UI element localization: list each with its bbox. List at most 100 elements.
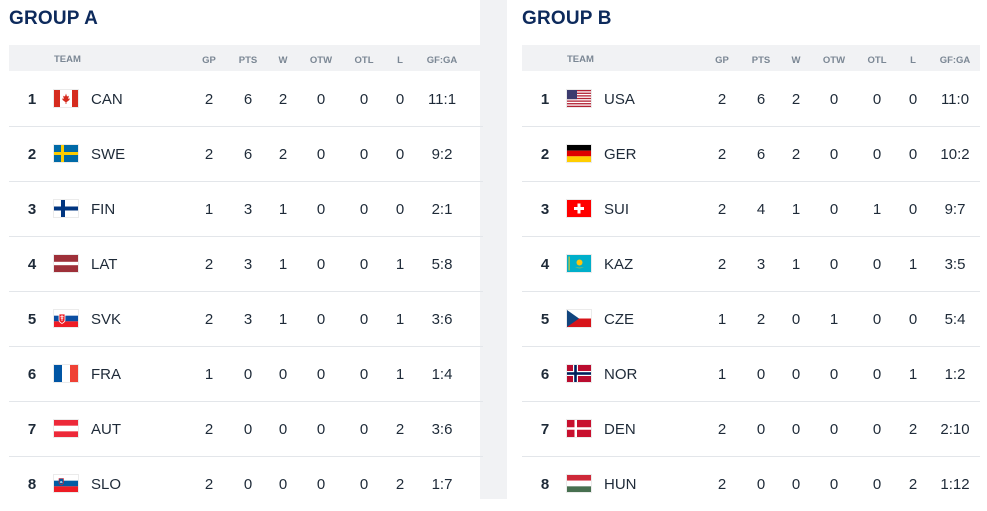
table-row[interactable]: 4 KAZ 2 3 1 0 0 1 3:5 — [522, 237, 980, 292]
norway-flag-icon — [567, 365, 591, 382]
cell-pts: 0 — [243, 476, 253, 493]
cell-gfga: 1:7 — [431, 476, 453, 493]
cell-otl: 0 — [872, 256, 882, 273]
group-b-title: GROUP B — [522, 8, 612, 29]
cell-otw: 0 — [316, 91, 326, 108]
team-code[interactable]: KAZ — [604, 256, 634, 273]
cell-pts: 3 — [243, 311, 253, 328]
cell-l: 0 — [908, 311, 918, 328]
table-row[interactable]: 8 HUN 2 0 0 0 0 2 1:12 — [522, 457, 980, 511]
team-code[interactable]: AUT — [91, 421, 121, 438]
cell-w: 2 — [791, 146, 801, 163]
header-gp: GP — [715, 55, 729, 66]
cell-otl: 0 — [872, 91, 882, 108]
switzerland-flag-icon — [567, 200, 591, 217]
cell-w: 1 — [278, 256, 288, 273]
slovakia-flag-icon — [54, 310, 78, 327]
cell-pts: 4 — [756, 201, 766, 218]
cell-l: 1 — [395, 311, 405, 328]
cell-w: 2 — [791, 91, 801, 108]
team-code[interactable]: CAN — [91, 91, 123, 108]
cell-otl: 0 — [872, 146, 882, 163]
germany-flag-icon — [567, 145, 591, 162]
table-row[interactable]: 2 SWE 2 6 2 0 0 0 9:2 — [9, 127, 483, 182]
table-row[interactable]: 8 SLO 2 0 0 0 0 2 1:7 — [9, 457, 483, 511]
cell-gp: 2 — [204, 476, 214, 493]
team-code[interactable]: FIN — [91, 201, 116, 218]
cell-l: 0 — [395, 146, 405, 163]
rank: 3 — [27, 201, 37, 218]
cell-otl: 0 — [359, 421, 369, 438]
cell-otl: 0 — [872, 366, 882, 383]
table-row[interactable]: 6 FRA 1 0 0 0 0 1 1:4 — [9, 347, 483, 402]
cell-gfga: 3:5 — [944, 256, 966, 273]
table-row[interactable]: 5 CZE 1 2 0 1 0 0 5:4 — [522, 292, 980, 347]
cell-otw: 0 — [316, 201, 326, 218]
cell-gp: 2 — [204, 91, 214, 108]
team-code[interactable]: FRA — [91, 366, 121, 383]
czechia-flag-icon — [567, 310, 591, 327]
team-code[interactable]: DEN — [604, 421, 636, 438]
cell-otw: 1 — [829, 311, 839, 328]
team-code[interactable]: SWE — [91, 146, 126, 163]
rank: 7 — [27, 421, 37, 438]
team-code[interactable]: HUN — [604, 476, 637, 493]
table-row[interactable]: 4 LAT 2 3 1 0 0 1 5:8 — [9, 237, 483, 292]
table-row[interactable]: 1 USA 2 6 2 0 0 0 11:0 — [522, 72, 980, 127]
group-divider — [480, 0, 507, 499]
group-a-table-header: TEAM GP PTS W OTW OTL L GF:GA — [9, 45, 483, 71]
cell-l: 2 — [395, 476, 405, 493]
team-code[interactable]: LAT — [91, 256, 118, 273]
cell-otw: 0 — [316, 256, 326, 273]
cell-w: 0 — [278, 421, 288, 438]
cell-otl: 0 — [359, 91, 369, 108]
cell-gfga: 11:1 — [427, 91, 457, 108]
cell-l: 0 — [908, 91, 918, 108]
usa-flag-icon — [567, 90, 591, 107]
team-code[interactable]: USA — [604, 91, 635, 108]
header-team: TEAM — [567, 54, 594, 65]
cell-pts: 6 — [756, 146, 766, 163]
canada-flag-icon — [54, 90, 78, 107]
team-code[interactable]: SUI — [604, 201, 630, 218]
team-code[interactable]: SLO — [91, 476, 122, 493]
table-row[interactable]: 7 DEN 2 0 0 0 0 2 2:10 — [522, 402, 980, 457]
cell-otw: 0 — [316, 366, 326, 383]
header-w: W — [791, 55, 801, 66]
table-row[interactable]: 6 NOR 1 0 0 0 0 1 1:2 — [522, 347, 980, 402]
cell-w: 2 — [278, 146, 288, 163]
cell-l: 0 — [908, 146, 918, 163]
table-row[interactable]: 5 SVK 2 3 1 0 0 1 3:6 — [9, 292, 483, 347]
team-code[interactable]: SVK — [91, 311, 122, 328]
cell-otw: 0 — [316, 146, 326, 163]
cell-otl: 0 — [359, 311, 369, 328]
rank: 6 — [540, 366, 550, 383]
header-pts: PTS — [238, 55, 258, 66]
cell-gp: 1 — [717, 366, 727, 383]
cell-gp: 2 — [717, 256, 727, 273]
cell-w: 0 — [278, 366, 288, 383]
team-code[interactable]: GER — [604, 146, 637, 163]
cell-l: 0 — [908, 201, 918, 218]
rank: 2 — [540, 146, 550, 163]
team-code[interactable]: NOR — [604, 366, 638, 383]
hungary-flag-icon — [567, 475, 591, 492]
cell-gfga: 5:8 — [431, 256, 453, 273]
cell-w: 1 — [278, 201, 288, 218]
cell-gp: 1 — [717, 311, 727, 328]
table-row[interactable]: 3 SUI 2 4 1 0 1 0 9:7 — [522, 182, 980, 237]
cell-pts: 0 — [243, 421, 253, 438]
cell-pts: 0 — [756, 366, 766, 383]
table-row[interactable]: 7 AUT 2 0 0 0 0 2 3:6 — [9, 402, 483, 457]
cell-otw: 0 — [316, 421, 326, 438]
table-row[interactable]: 2 GER 2 6 2 0 0 0 10:2 — [522, 127, 980, 182]
cell-l: 0 — [395, 201, 405, 218]
cell-otl: 0 — [872, 311, 882, 328]
table-row[interactable]: 3 FIN 1 3 1 0 0 0 2:1 — [9, 182, 483, 237]
team-code[interactable]: CZE — [604, 311, 634, 328]
cell-otw: 0 — [829, 201, 839, 218]
header-gfga: GF:GA — [426, 55, 458, 66]
header-team: TEAM — [54, 54, 81, 65]
cell-otl: 0 — [359, 256, 369, 273]
table-row[interactable]: 1 CAN 2 6 2 0 0 0 11:1 — [9, 72, 483, 127]
